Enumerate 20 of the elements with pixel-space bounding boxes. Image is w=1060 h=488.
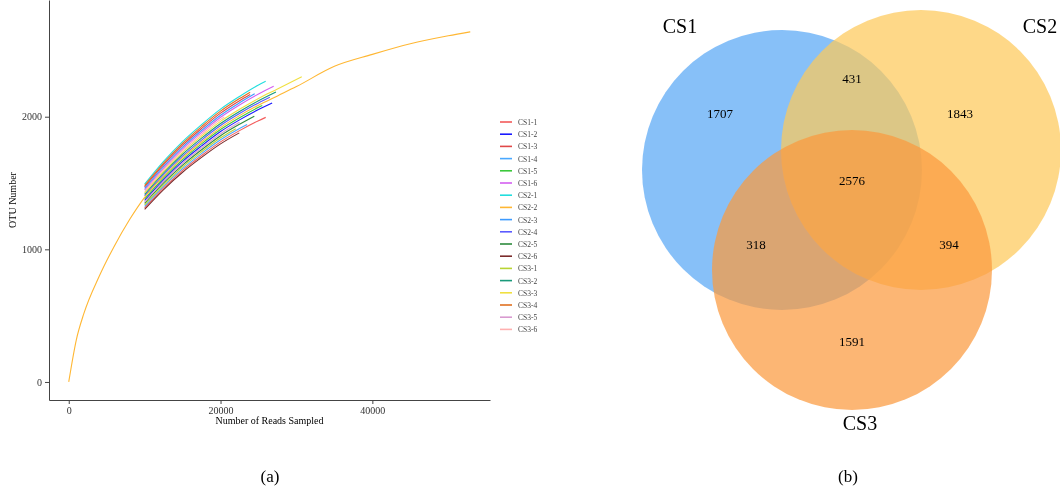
text: (a)	[260, 467, 280, 486]
text: 394	[939, 237, 960, 252]
x-axis-title: Number of Reads Sampled	[215, 415, 324, 426]
text: 1843	[947, 106, 973, 121]
category-label: CS1	[662, 15, 698, 37]
text: 431	[842, 71, 862, 86]
x-tick-label: 40000	[360, 405, 386, 417]
text: 2576	[839, 173, 866, 188]
y-tick-label: 1000	[22, 244, 42, 256]
category-label: CS2	[1022, 15, 1058, 37]
y-tick-label: 0	[37, 376, 42, 388]
category-label: CS3	[842, 412, 878, 434]
text: 318	[746, 237, 766, 252]
text: (b)	[838, 467, 858, 486]
text: 1707	[707, 106, 734, 121]
y-tick-label: 2000	[22, 111, 42, 123]
y-axis-title: OTU Number	[7, 171, 18, 228]
x-tick-label: 20000	[208, 405, 234, 417]
x-tick-label: 0	[66, 405, 72, 417]
text: 1591	[839, 334, 865, 349]
